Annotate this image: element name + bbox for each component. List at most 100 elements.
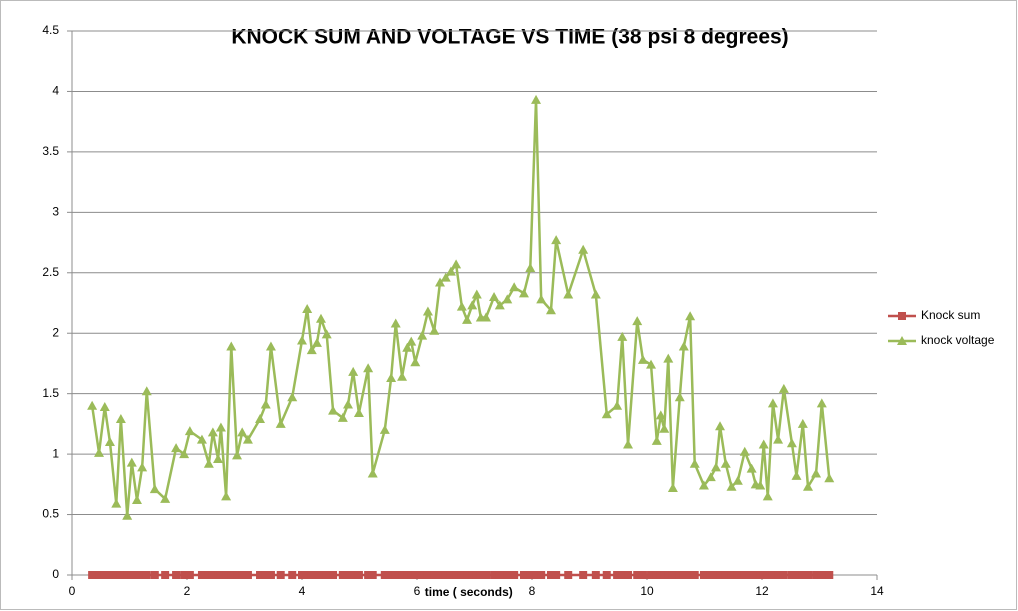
marker [791,470,802,480]
marker [740,571,749,579]
marker [698,480,709,490]
marker [617,331,628,341]
marker [126,457,137,467]
marker [276,571,285,579]
marker [773,434,784,444]
marker [208,571,217,579]
marker [532,571,541,579]
marker [316,571,325,579]
marker [337,412,348,422]
marker [690,571,699,579]
marker [150,571,159,579]
marker [238,571,247,579]
marker [452,571,461,579]
marker [778,383,789,393]
y-tick-label: 2 [52,325,59,339]
marker [678,341,689,351]
marker [440,272,451,282]
marker [105,571,114,579]
marker [651,435,662,445]
marker [349,571,358,579]
marker [115,414,126,424]
y-tick-label: 1 [52,446,59,460]
marker [379,424,390,434]
marker [715,421,726,431]
marker [328,405,339,415]
marker [786,438,797,448]
marker [387,571,396,579]
marker [184,426,195,436]
marker [518,288,529,298]
marker [632,316,643,326]
marker [398,571,407,579]
marker [467,300,478,310]
marker [727,571,736,579]
marker [762,491,773,501]
marker [659,423,670,433]
marker [429,325,440,335]
marker [180,571,189,579]
marker [739,446,750,456]
marker [792,571,801,579]
marker [664,571,673,579]
y-tick-label: 3 [52,205,59,219]
marker [423,571,432,579]
marker [161,571,170,579]
marker [138,571,147,579]
marker [322,571,331,579]
marker [481,312,491,322]
marker [774,571,783,579]
marker [242,434,253,444]
marker [468,571,477,579]
y-tick-label: 2.5 [42,265,59,279]
marker [706,571,715,579]
marker [367,468,378,478]
marker [531,94,542,104]
marker [207,427,218,437]
marker [503,571,512,579]
marker [380,571,389,579]
marker [462,314,473,324]
marker [122,510,133,520]
marker [552,571,561,579]
marker [602,571,611,579]
marker [116,571,125,579]
marker [100,571,109,579]
marker [222,571,231,579]
marker [215,422,226,432]
marker [537,571,546,579]
marker [172,571,181,579]
marker [368,571,377,579]
marker [435,277,445,287]
marker [482,571,490,579]
marker [185,571,194,579]
marker [343,399,353,409]
marker [221,491,232,501]
marker [489,291,500,301]
marker [137,462,148,472]
marker [260,399,271,409]
marker [127,571,136,579]
marker [321,329,332,339]
marker [422,306,433,316]
marker [476,571,485,579]
marker [196,434,207,444]
marker [732,475,743,485]
marker [726,481,737,491]
marker [397,371,408,381]
marker [312,571,321,579]
marker [624,571,633,579]
marker [226,341,237,351]
marker [618,571,627,579]
x-tick-label: 4 [299,584,306,598]
marker [590,289,601,299]
marker [298,571,306,579]
y-tick-label: 3.5 [42,144,59,158]
marker [275,418,286,428]
marker [233,571,242,579]
marker [495,571,504,579]
legend-label: Knock sum [921,308,980,322]
x-tick-label: 12 [755,584,769,598]
marker [287,392,298,402]
x-tick-label: 14 [870,584,884,598]
